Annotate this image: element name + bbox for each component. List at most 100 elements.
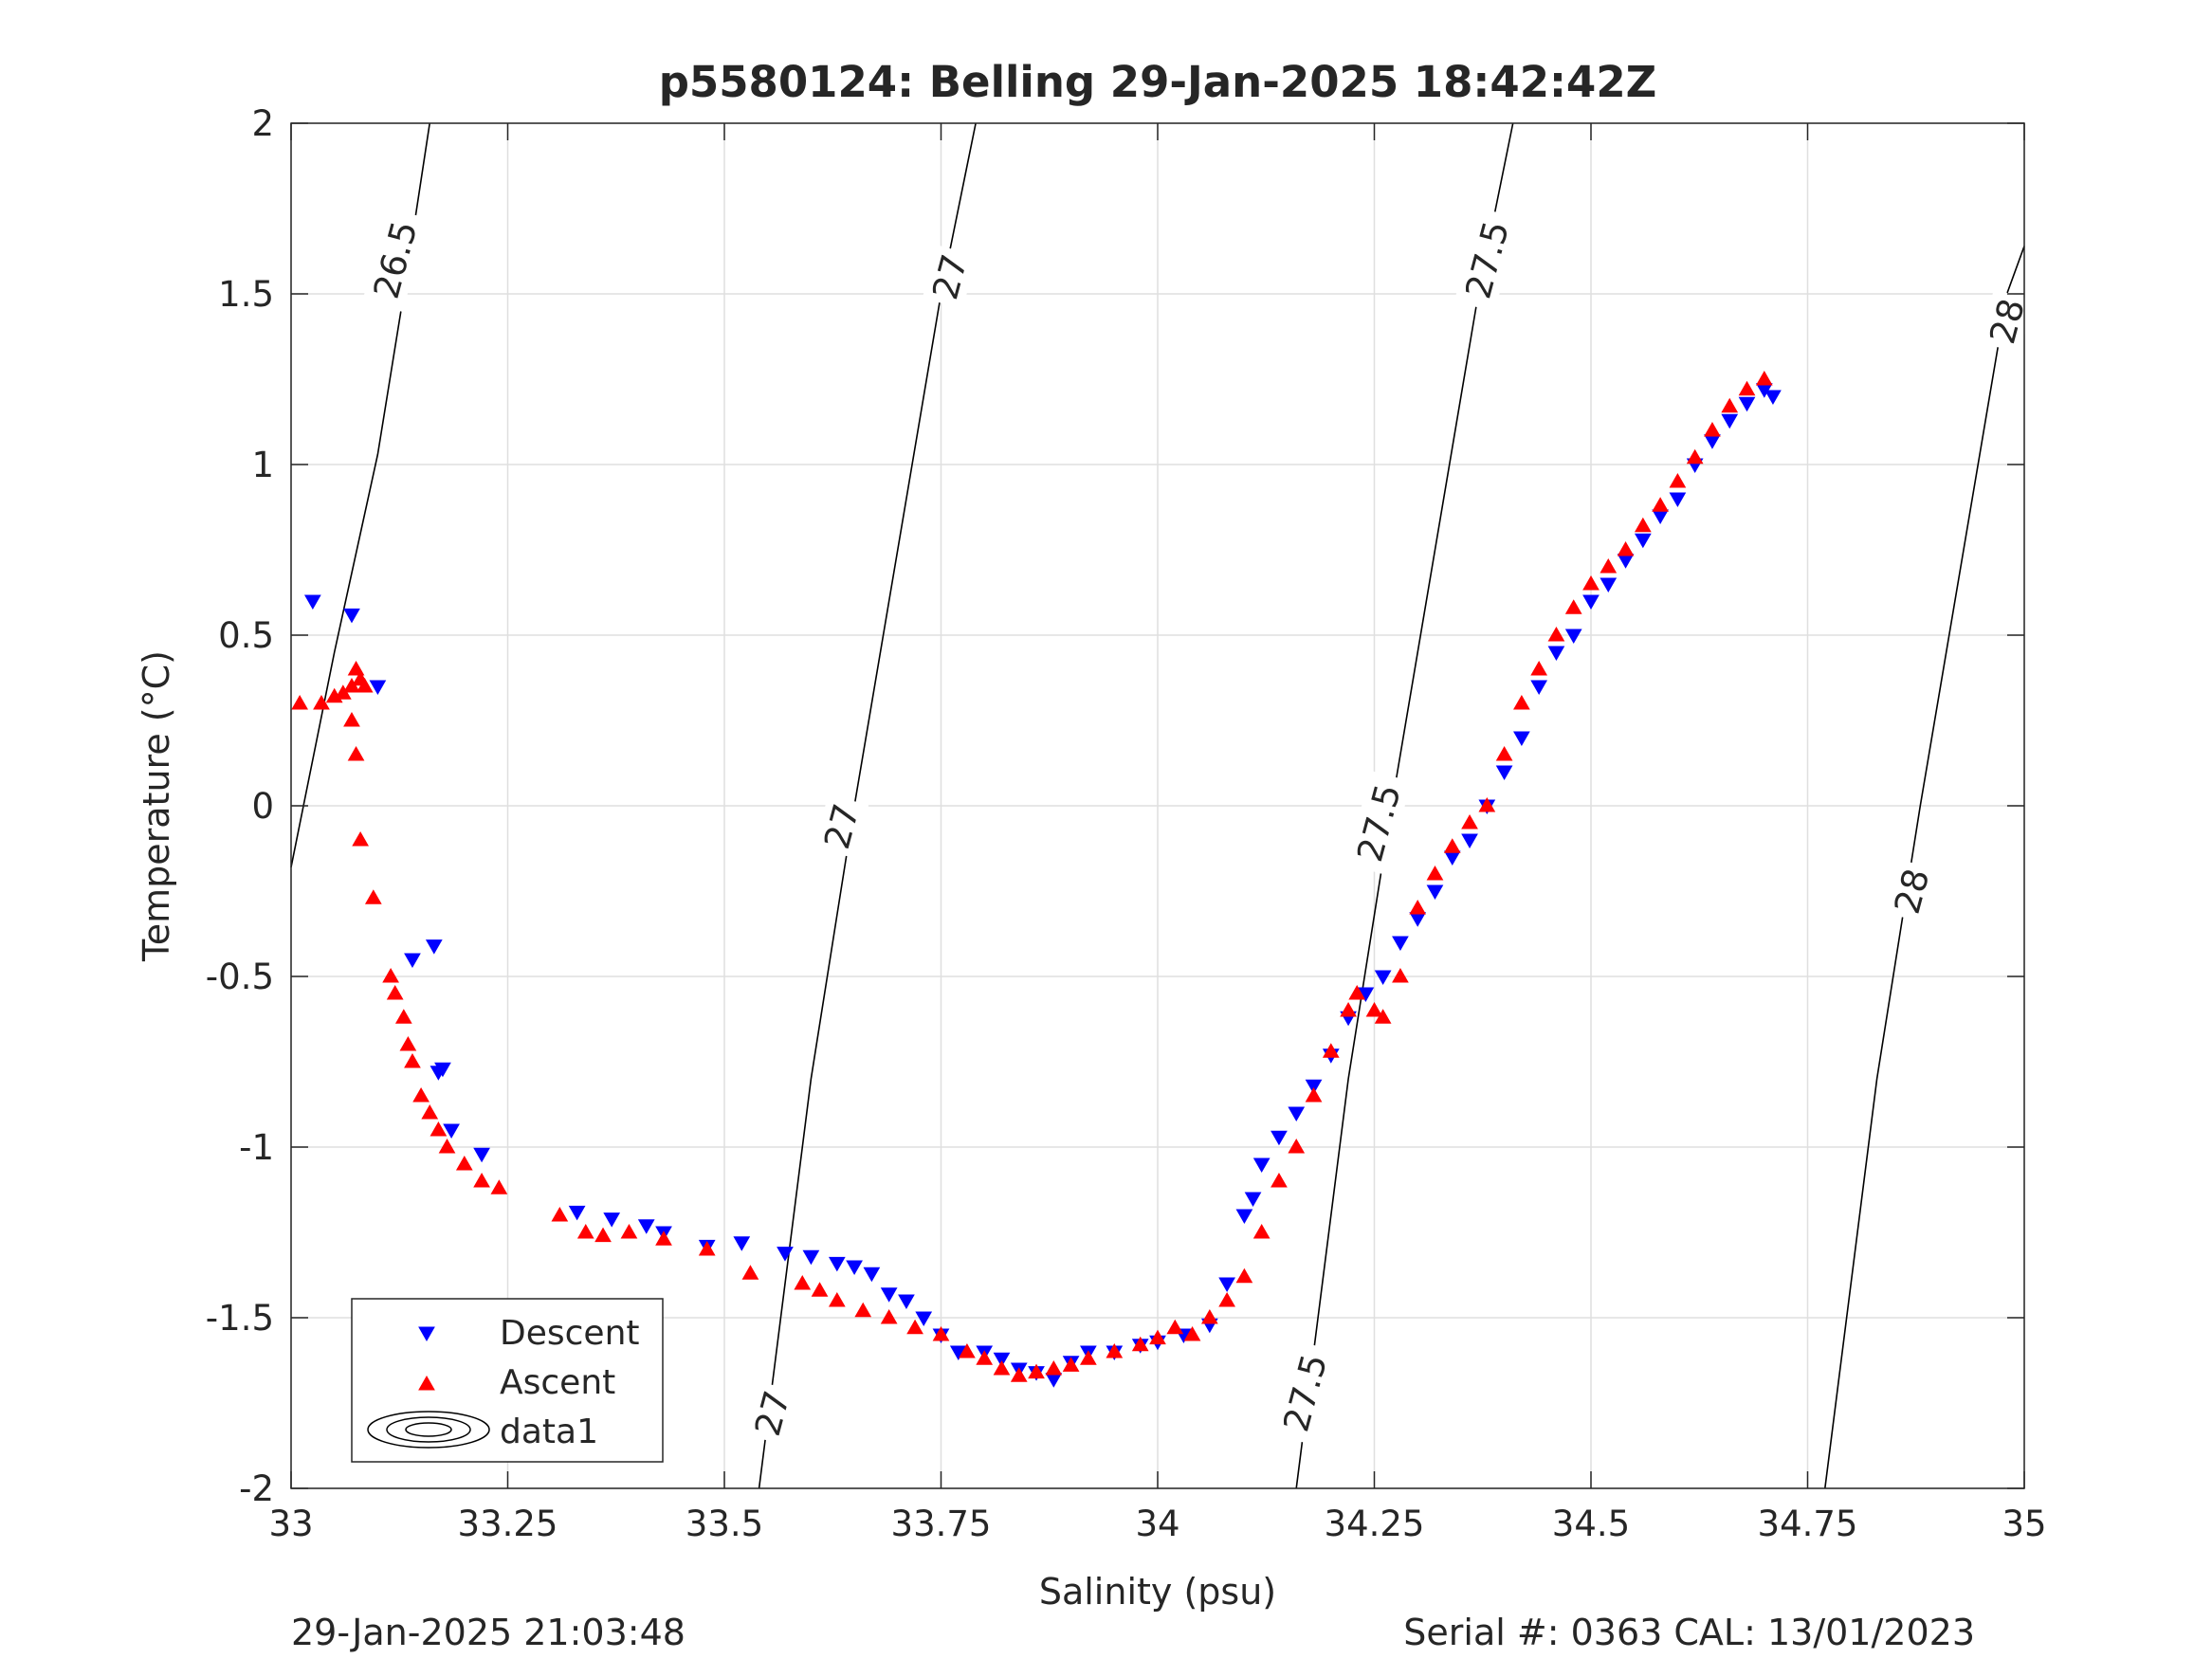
ascent-point <box>473 1172 490 1188</box>
ascent-point <box>438 1138 456 1154</box>
descent-point <box>473 1147 490 1163</box>
ascent-point <box>1426 865 1444 881</box>
ascent-point <box>1600 557 1618 574</box>
ascent-point <box>1564 599 1582 614</box>
ascent-point <box>1288 1138 1306 1154</box>
legend-box <box>351 1298 664 1463</box>
y-tick-label: 0.5 <box>218 615 274 656</box>
ascent-point <box>394 1009 412 1024</box>
isopycnal-label: 27 <box>744 1381 800 1446</box>
isopycnal-label-bg <box>814 793 869 859</box>
ascent-point <box>1271 1172 1288 1188</box>
descent-point <box>1374 970 1392 986</box>
ascent-point <box>1305 1086 1323 1103</box>
x-tick-label: 34 <box>1135 1504 1179 1544</box>
ascent-point <box>1340 1001 1357 1017</box>
ascent-point <box>551 1206 569 1222</box>
ascent-point <box>347 660 365 676</box>
descent-point <box>1600 577 1618 593</box>
ascent-point <box>364 889 382 904</box>
ascent-point <box>1322 1043 1340 1058</box>
ascent-point <box>1513 694 1530 710</box>
ascent-point <box>1478 796 1496 812</box>
x-tick-label: 33.5 <box>686 1504 763 1544</box>
ascent-point <box>430 1121 448 1137</box>
isopycnal-label-bg <box>1271 1340 1338 1446</box>
x-tick-label: 33.25 <box>458 1504 558 1544</box>
ascent-point <box>1652 497 1669 512</box>
ascent-point <box>313 694 330 710</box>
ascent-point <box>1669 472 1687 488</box>
ascent-point <box>811 1282 829 1297</box>
descent-point <box>733 1236 751 1251</box>
descent-point <box>1305 1079 1323 1095</box>
ascent-point <box>1617 540 1635 556</box>
x-tick-label: 35 <box>2002 1504 2046 1544</box>
descent-point <box>880 1287 898 1303</box>
ascent-point <box>1547 626 1565 642</box>
chart-title: p5580124: Belling 29-Jan-2025 18:42:42Z <box>659 57 1657 107</box>
ascent-point <box>386 984 404 1000</box>
y-tick-label: -2 <box>239 1468 274 1509</box>
y-tick-label: -1.5 <box>206 1298 274 1339</box>
descent-point <box>1271 1130 1288 1146</box>
ascent-point <box>794 1274 812 1290</box>
ascent-point <box>1443 838 1461 853</box>
ascent-point <box>1582 574 1600 591</box>
ascent-point <box>1218 1291 1235 1307</box>
ascent-point <box>1755 370 1773 386</box>
isopycnal-label-bg <box>922 245 978 309</box>
ascent-point <box>1721 397 1739 413</box>
ascent-point <box>906 1319 923 1335</box>
ascent-point <box>1045 1359 1063 1376</box>
legend-ascent-label: Ascent <box>500 1363 615 1402</box>
descent-point <box>430 1066 448 1081</box>
descent-point <box>1392 936 1409 952</box>
descent-point <box>802 1249 820 1266</box>
ascent-point <box>399 1035 417 1051</box>
isopycnal-label-bg <box>1345 771 1412 875</box>
footer-timestamp: 29-Jan-2025 21:03:48 <box>291 1612 686 1653</box>
x-tick-label: 33.75 <box>891 1504 992 1544</box>
isopycnal-label-bg <box>744 1381 800 1446</box>
descent-point <box>993 1352 1011 1368</box>
ascent-point <box>576 1223 594 1239</box>
descent-point <box>1244 1192 1262 1208</box>
ascent-point <box>382 967 399 983</box>
ascent-point <box>404 1052 421 1068</box>
ascent-point <box>490 1179 508 1194</box>
ascent-point <box>1252 1223 1271 1239</box>
ascent-point <box>455 1155 473 1171</box>
ascent-point <box>1530 660 1548 676</box>
descent-point <box>1513 731 1530 747</box>
ascent-point <box>356 677 374 693</box>
ascent-point <box>1200 1308 1218 1324</box>
descent-point <box>443 1123 460 1139</box>
ascent-point <box>421 1103 439 1120</box>
descent-point <box>898 1294 915 1310</box>
x-tick-label: 34.75 <box>1758 1504 1858 1544</box>
descent-point <box>1495 765 1513 781</box>
descent-point <box>1530 680 1548 696</box>
ascent-point <box>976 1350 994 1365</box>
x-tick-label: 34.5 <box>1552 1504 1630 1544</box>
descent-point <box>603 1212 621 1228</box>
descent-point <box>1738 396 1756 412</box>
descent-point <box>828 1256 846 1272</box>
ascent-point <box>1634 517 1652 533</box>
descent-point <box>846 1260 863 1276</box>
ascent-point <box>347 745 365 761</box>
descent-point <box>343 608 360 624</box>
ascent-point <box>1131 1336 1149 1352</box>
ascent-point <box>959 1342 976 1358</box>
isopycnal-line-28 <box>1824 246 2025 1489</box>
ascent-point <box>1010 1367 1028 1382</box>
axis-ticks: 33 33.25 33.5 33.75 34 34.25 34.5 34.75 35 -2 -1.5… <box>206 103 2047 1544</box>
descent-point <box>303 594 321 611</box>
descent-point <box>863 1267 881 1283</box>
y-tick-label: 2 <box>251 103 274 144</box>
ascent-point <box>1738 380 1756 396</box>
ascent-point <box>828 1291 846 1307</box>
